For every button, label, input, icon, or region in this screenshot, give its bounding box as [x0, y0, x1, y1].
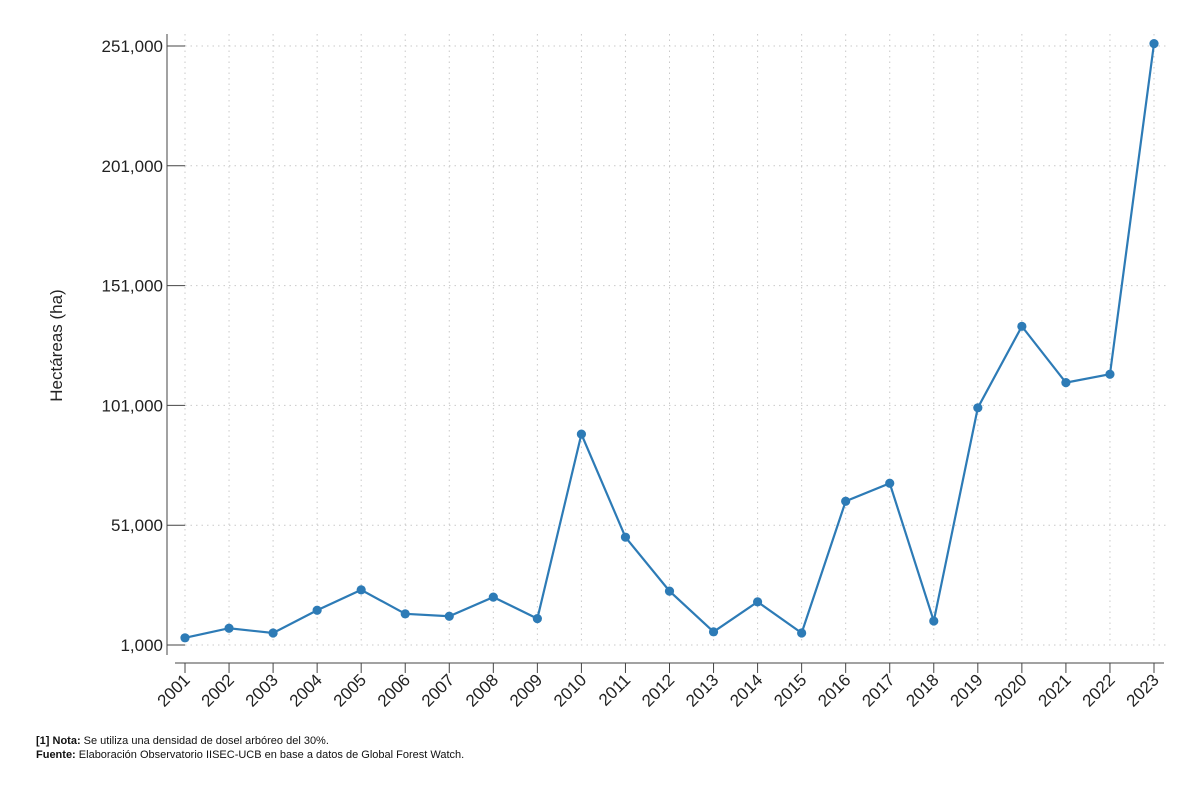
data-point	[400, 609, 410, 619]
x-tick-label: 2007	[418, 670, 458, 710]
x-tick-label: 2009	[506, 670, 546, 710]
grid-layer	[184, 34, 1166, 646]
y-tick-label: 251,000	[102, 37, 163, 56]
x-tick-label: 2018	[902, 670, 942, 710]
data-point	[356, 585, 366, 595]
x-tick-label: 2008	[462, 670, 502, 710]
data-point	[1149, 39, 1159, 49]
data-point	[929, 616, 939, 626]
x-tick-label: 2012	[638, 670, 678, 710]
data-point	[620, 532, 631, 542]
note-label: [1] Nota:	[36, 735, 81, 747]
y-tick-label: 151,000	[102, 277, 163, 296]
data-point	[532, 614, 542, 624]
data-point	[752, 597, 763, 607]
data-point	[841, 496, 851, 506]
x-tick-label: 2002	[198, 670, 238, 710]
y-tick-label: 51,000	[111, 516, 163, 535]
data-point	[797, 628, 807, 638]
footer-source: Fuente: Elaboración Observatorio IISEC-U…	[36, 749, 464, 761]
x-tick-label: 2010	[550, 670, 590, 710]
data-point	[268, 628, 278, 638]
data-point	[1061, 378, 1071, 388]
data-point	[664, 586, 675, 596]
x-tick-labels: 2001 2002 2003 2004 2005 2006 2007 2008 2009 2010…	[154, 670, 1163, 710]
x-tick-label: 2020	[991, 670, 1031, 710]
data-point	[224, 623, 234, 633]
y-axis-label: Hectáreas (ha)	[47, 289, 66, 401]
axes-layer	[166, 34, 1164, 673]
x-tick-label: 2021	[1035, 670, 1075, 710]
x-tick-label: 2013	[682, 670, 722, 710]
y-tick-label: 101,000	[102, 396, 163, 415]
x-tick-label: 2003	[242, 670, 282, 710]
data-point	[708, 627, 719, 637]
data-point	[885, 478, 895, 488]
series-layer	[180, 39, 1159, 643]
data-point	[973, 403, 983, 413]
x-tick-label: 2006	[374, 670, 414, 710]
data-point	[1105, 369, 1115, 379]
x-tick-label: 2017	[858, 670, 898, 710]
x-tick-label: 2023	[1123, 670, 1163, 710]
footer-note: [1] Nota: Se utiliza una densidad de dos…	[36, 735, 329, 747]
y-tick-label: 1,000	[120, 636, 163, 655]
x-tick-label: 2015	[770, 670, 810, 710]
data-point	[444, 611, 454, 621]
data-point	[1017, 321, 1027, 331]
x-tick-label: 2011	[595, 670, 634, 709]
x-tick-label: 2001	[154, 670, 194, 710]
data-point	[576, 429, 587, 439]
line-chart: 1,00051,000101,000151,000201,000251,000 …	[47, 34, 1166, 711]
y-tick-label: 201,000	[102, 157, 163, 176]
data-point	[180, 633, 190, 643]
x-tick-label: 2014	[726, 670, 766, 710]
source-text: Elaboración Observatorio IISEC-UCB en ba…	[75, 749, 465, 761]
x-tick-label: 2004	[286, 670, 326, 710]
source-label: Fuente:	[36, 749, 76, 761]
x-tick-label: 2019	[946, 670, 986, 710]
data-point	[312, 605, 322, 615]
x-tick-label: 2016	[814, 670, 854, 710]
y-tick-labels: 1,000 51,000 101,000 151,000 201,000 251,000	[102, 37, 163, 655]
x-tick-label: 2005	[330, 670, 370, 710]
note-text: Se utiliza una densidad de dosel arbóreo…	[80, 735, 329, 747]
series-line	[184, 43, 1156, 639]
x-tick-label: 2022	[1079, 670, 1119, 710]
data-point	[488, 592, 498, 602]
